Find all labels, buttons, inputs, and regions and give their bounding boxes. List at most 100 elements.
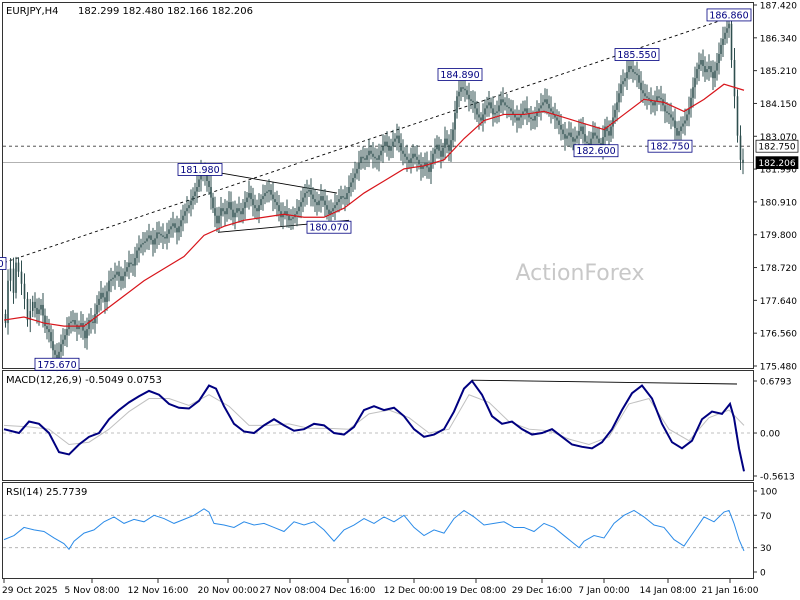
candle-body (590, 138, 592, 145)
time-tick-label: 20 Nov 00:00 (198, 586, 259, 596)
candle-body (538, 108, 540, 112)
candle-body (462, 87, 464, 89)
candle-body (390, 146, 392, 151)
candle-body (572, 137, 574, 142)
candle-body (496, 111, 498, 113)
candle-body (570, 132, 572, 138)
candle-body (116, 271, 118, 275)
candle-body (146, 238, 148, 242)
candle-body (716, 63, 718, 71)
candle-body (666, 111, 668, 113)
candle-body (460, 87, 462, 92)
candle-body (680, 126, 682, 132)
candle-body (188, 205, 190, 209)
price-label: 175.670 (37, 360, 76, 371)
candle-body (480, 117, 482, 121)
candle-body (739, 135, 742, 160)
candle-body (40, 304, 42, 310)
candle-body (692, 87, 694, 98)
candle-body (694, 78, 696, 88)
candle-body (494, 112, 496, 115)
candle-body (228, 202, 230, 209)
candle-body (682, 123, 684, 127)
candle-body (450, 140, 452, 151)
candle-body (222, 208, 224, 212)
candle-body (104, 297, 106, 302)
candle-body (720, 44, 722, 54)
candle-body (304, 193, 306, 198)
candle-body (518, 117, 520, 121)
level-lines: 182.750 182.206 (3, 139, 799, 169)
rsi-tick-label: 30 (760, 544, 772, 554)
trend-line (3, 17, 730, 264)
candle-body (594, 132, 596, 136)
candle-body (706, 69, 708, 73)
candle-body (634, 72, 636, 74)
candle-body (552, 111, 554, 115)
candle-body (282, 214, 284, 218)
candle-body (422, 165, 424, 169)
price-label-box (177, 163, 223, 176)
candle-body (190, 200, 192, 206)
candle-body (736, 96, 739, 136)
candle-body (184, 211, 186, 216)
candle-body (404, 153, 406, 157)
candle-body (330, 211, 332, 215)
candle-body (586, 141, 588, 144)
candle-body (356, 168, 358, 174)
candle-body (154, 238, 156, 245)
candle-body (448, 144, 450, 151)
candle-body (644, 93, 646, 97)
candle-body (296, 211, 298, 215)
candle-body (536, 111, 538, 116)
candle-body (368, 150, 370, 156)
candle-body (733, 60, 736, 97)
candle-body (654, 100, 656, 106)
price-label: 186.860 (709, 10, 748, 21)
candle-body (292, 217, 294, 219)
candle-body (678, 131, 680, 136)
candle-body (96, 304, 98, 314)
candle-body (380, 150, 382, 156)
candle-body (638, 75, 640, 83)
candle-body (646, 96, 648, 98)
candle-body (612, 117, 614, 127)
candle-body (684, 120, 686, 124)
ohlc-readout: 182.299 182.480 182.166 182.206 (78, 6, 253, 17)
candle-body (508, 106, 510, 109)
candle-body (554, 114, 556, 118)
price-label-box (614, 48, 660, 61)
candle-body (298, 206, 300, 212)
price-tick-label: 183.070 (760, 133, 797, 143)
candle-body (70, 321, 72, 324)
candle-body (620, 84, 622, 94)
macd-tick-label: -0.5613 (760, 473, 795, 483)
candle-body (624, 78, 626, 82)
candle-body (310, 190, 312, 195)
candle-body (484, 108, 486, 115)
price-label: 178.870 (0, 259, 4, 270)
candle-body (648, 97, 650, 100)
candle-body (84, 330, 86, 339)
price-label: 184.890 (440, 70, 479, 81)
macd-title: MACD(12,26,9) -0.5049 0.0753 (6, 375, 162, 386)
candle-body (260, 199, 262, 206)
candle-body (316, 202, 318, 206)
candle-body (602, 137, 604, 148)
candle-body (110, 279, 112, 281)
candle-body (58, 351, 60, 360)
candle-body (322, 196, 324, 201)
candle-body (408, 159, 410, 163)
rsi-panel-frame (2, 482, 754, 579)
candle-body (9, 268, 12, 281)
candle-body (262, 196, 264, 200)
candle-body (156, 232, 158, 239)
candle-body (276, 202, 278, 206)
candle-body (56, 354, 58, 360)
candle-body (386, 141, 388, 147)
candle-body (520, 114, 522, 118)
candle-body (506, 105, 508, 107)
candle-body (542, 102, 544, 106)
candle-body (242, 208, 244, 215)
candle-body (268, 190, 270, 192)
